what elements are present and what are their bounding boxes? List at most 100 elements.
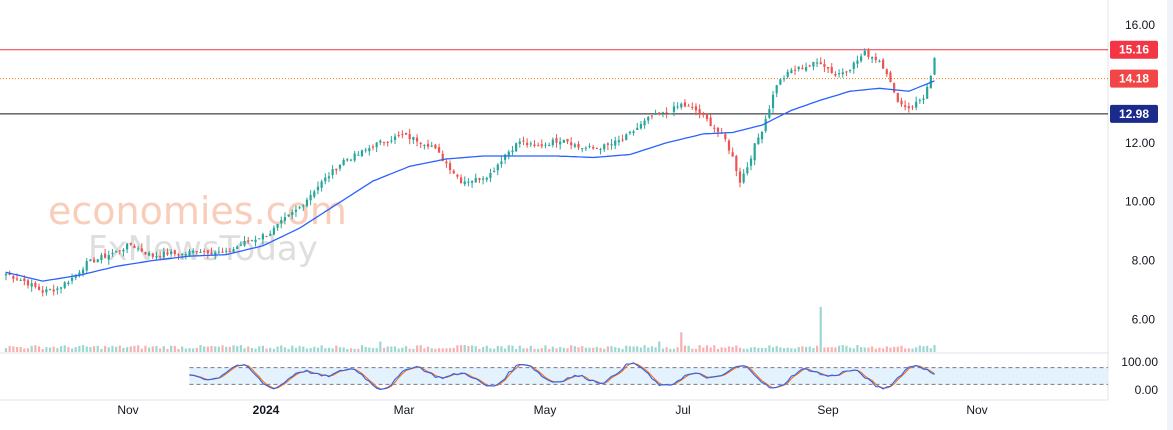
candle — [573, 142, 576, 149]
candle — [247, 236, 250, 244]
volume-bar — [753, 346, 756, 352]
volume-bar — [621, 348, 624, 352]
volume-bar — [474, 346, 477, 352]
candle — [918, 98, 921, 104]
volume-bar — [775, 346, 778, 352]
candle — [665, 107, 668, 119]
volume-bar — [518, 345, 521, 352]
price-tick-label: 8.00 — [1132, 254, 1156, 268]
candle — [78, 269, 81, 278]
candle — [324, 173, 327, 185]
volume-bar — [261, 345, 264, 352]
candle — [559, 137, 562, 150]
volume-bar — [397, 348, 400, 352]
candle — [4, 271, 8, 281]
candle — [826, 66, 830, 74]
candle — [518, 138, 521, 148]
candle — [643, 118, 646, 129]
volume-bar — [52, 346, 55, 352]
candle — [823, 59, 826, 73]
volume-bar — [316, 347, 320, 352]
volume-bar — [654, 347, 657, 352]
candle — [467, 178, 470, 187]
time-axis[interactable]: Nov 2024 Mar May Jul Sep Nov — [117, 403, 987, 417]
candle — [797, 66, 800, 72]
candle — [96, 258, 99, 263]
volume-bar — [885, 346, 888, 352]
candle — [566, 138, 569, 145]
volume-bar — [841, 345, 844, 352]
candle — [401, 130, 404, 139]
volume-bar — [437, 348, 441, 352]
volume-bar — [258, 346, 261, 352]
candle — [184, 251, 187, 260]
volume-bar — [287, 348, 290, 352]
candle — [614, 136, 617, 150]
candle — [426, 139, 430, 150]
volume-bar — [225, 346, 228, 352]
volume-bar — [815, 345, 819, 352]
ma-line — [5, 80, 935, 282]
right-scrollbar[interactable] — [1167, 0, 1173, 430]
horizontal-levels — [0, 49, 1108, 115]
candle — [570, 137, 573, 150]
volume-bar — [390, 346, 393, 352]
volume-bar — [423, 348, 426, 352]
candle — [107, 250, 110, 265]
volume-bar — [860, 347, 863, 352]
volume-bar — [540, 348, 543, 352]
candle — [276, 223, 279, 231]
volume-bar — [159, 348, 162, 352]
candle — [448, 160, 452, 175]
candle — [177, 253, 180, 260]
candle — [26, 278, 30, 289]
candle — [654, 109, 657, 116]
volume-bar — [852, 348, 855, 352]
volume-bar — [78, 345, 81, 352]
volume-bar — [485, 345, 488, 352]
volume-bar — [716, 348, 720, 352]
volume-bar — [482, 347, 485, 352]
candle — [327, 172, 331, 183]
volume-bar — [672, 348, 676, 352]
candle — [232, 247, 235, 253]
candle — [852, 61, 855, 74]
candle — [478, 177, 481, 184]
volume-bar — [683, 345, 687, 352]
candle — [592, 145, 595, 150]
candle — [808, 64, 811, 68]
candle — [320, 179, 323, 192]
price-axis[interactable]: 16.00 12.00 10.00 8.00 6.00 100.00 0.00 — [1121, 18, 1158, 397]
candle — [779, 78, 782, 86]
candle — [896, 92, 899, 103]
volume-bar — [463, 345, 466, 352]
volume-bar — [702, 347, 705, 352]
candle — [878, 59, 881, 63]
candle — [346, 157, 349, 162]
candle — [628, 130, 631, 135]
volume-bar — [298, 345, 301, 352]
candle — [764, 115, 767, 133]
candle — [151, 252, 154, 260]
volume-bar — [529, 345, 532, 352]
candle — [617, 135, 620, 146]
volume-bar — [415, 345, 419, 352]
candle — [742, 169, 745, 184]
candle — [599, 147, 602, 155]
candle — [59, 286, 63, 294]
candle — [694, 103, 698, 116]
candle — [830, 63, 833, 74]
volume-bar — [709, 347, 712, 352]
candle — [860, 53, 863, 63]
candle — [500, 156, 503, 168]
candle — [680, 102, 683, 110]
candle — [313, 189, 316, 199]
volume-bar — [41, 348, 44, 352]
candle — [650, 114, 654, 120]
volume-bar — [103, 345, 107, 352]
volume-bar — [837, 345, 841, 352]
volume-bar — [448, 348, 452, 352]
candle — [30, 279, 33, 292]
volume-bar — [742, 348, 745, 352]
